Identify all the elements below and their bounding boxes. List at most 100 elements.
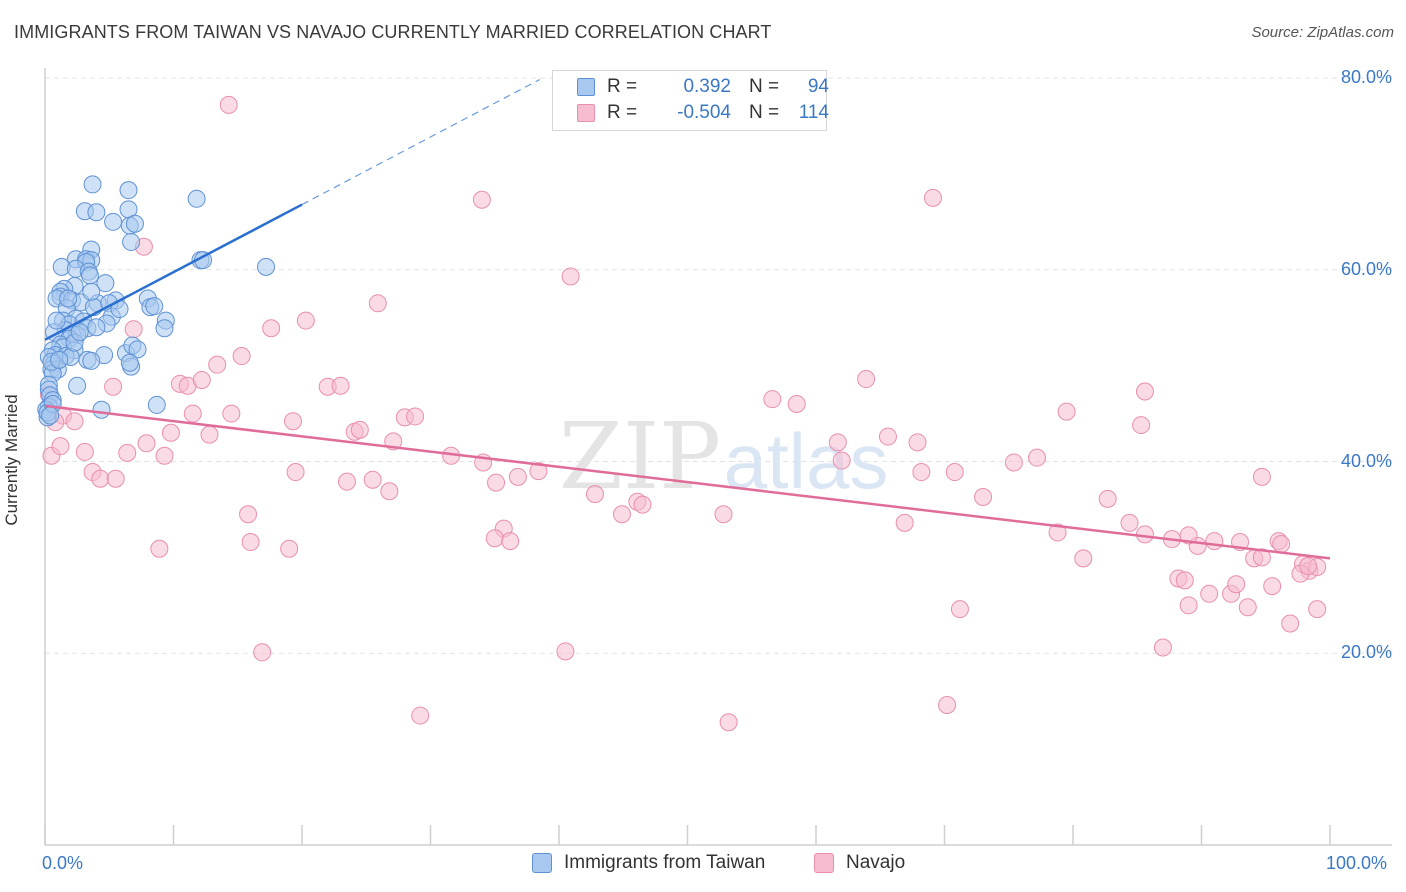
navajo-point (106, 469, 125, 488)
navajo-point (200, 425, 219, 444)
navajo-point (124, 320, 143, 339)
taiwan-point (80, 266, 99, 285)
navajo-point (262, 319, 281, 338)
navajo-point (1200, 584, 1219, 603)
navajo-point (1205, 532, 1224, 551)
navajo-point (65, 412, 84, 431)
x-tick-label-min: 0.0% (42, 853, 84, 873)
navajo-point (192, 371, 211, 390)
r-value: 0.392 (683, 76, 731, 97)
taiwan-points (37, 175, 276, 427)
navajo-point (1057, 402, 1076, 421)
navajo-point (485, 529, 504, 548)
r-value: -0.504 (677, 102, 731, 123)
navajo-point (104, 377, 123, 396)
navajo-point (895, 513, 914, 532)
navajo-point (908, 433, 927, 452)
taiwan-point (257, 257, 276, 276)
r-label: R = (607, 102, 638, 123)
navajo-point (878, 427, 897, 446)
taiwan-point (50, 350, 69, 369)
navajo-point (561, 267, 580, 286)
taiwan-point (120, 353, 139, 372)
navajo-point (1179, 526, 1198, 545)
legend-item-taiwan[interactable]: Immigrants from Taiwan (532, 852, 765, 874)
navajo-point (296, 311, 315, 330)
navajo-point (1252, 548, 1271, 567)
navajo-point (501, 532, 520, 551)
legend-label-taiwan: Immigrants from Taiwan (564, 852, 766, 873)
navajo-point (368, 294, 387, 313)
stats-row-taiwan: R = 0.392 N = 94 (577, 76, 829, 98)
taiwan-point (104, 212, 123, 231)
navajo-point (406, 407, 425, 426)
taiwan-point (82, 282, 101, 301)
navajo-point (1272, 534, 1291, 553)
navajo-point (1227, 575, 1246, 594)
navajo-point (286, 463, 305, 482)
navajo-point (1004, 453, 1023, 472)
taiwan-point (47, 311, 66, 330)
navajo-point (1135, 525, 1154, 544)
navajo-point (508, 467, 527, 486)
navajo-point (719, 713, 738, 732)
navajo-point (1175, 571, 1194, 590)
taiwan-point (41, 406, 60, 425)
y-tick-label: 60.0% (1340, 258, 1392, 279)
navajo-point (161, 423, 180, 442)
navajo-point (1263, 577, 1282, 596)
navajo-point (380, 482, 399, 501)
navajo-point (411, 706, 430, 725)
navajo-trend-line (44, 404, 1331, 560)
navajo-point (1120, 513, 1139, 532)
n-label: N = (749, 76, 780, 97)
taiwan-swatch (577, 78, 595, 96)
navajo-point (1028, 448, 1047, 467)
navajo-point (280, 539, 299, 558)
navajo-point (331, 376, 350, 395)
taiwan-point (92, 400, 111, 419)
navajo-point (487, 473, 506, 492)
navajo-point (529, 462, 548, 481)
n-value: 94 (807, 76, 829, 97)
navajo-point (612, 505, 631, 524)
taiwan-point (96, 274, 115, 293)
navajo-point (763, 390, 782, 409)
navajo-point (1098, 489, 1117, 508)
taiwan-point (128, 340, 147, 359)
navajo-point (337, 472, 356, 491)
navajo-point (1048, 523, 1067, 542)
stats-row-navajo: R = -0.504 N = 114 (577, 102, 829, 124)
taiwan-point (187, 189, 206, 208)
stats-legend: R = 0.392 N = 94 R = -0.504 N = 114 (552, 70, 829, 131)
grid-lines (45, 77, 1392, 654)
navajo-point (857, 370, 876, 389)
navajo-point (91, 469, 110, 488)
navajo-point (912, 463, 931, 482)
navajo-point (1153, 638, 1172, 657)
watermark-zip: ZIP (559, 403, 721, 510)
taiwan-point (87, 318, 106, 337)
taiwan-swatch (532, 853, 552, 873)
taiwan-point (83, 175, 102, 194)
navajo-point (150, 539, 169, 558)
r-label: R = (607, 76, 638, 97)
navajo-point (472, 190, 491, 209)
navajo-point (219, 95, 238, 114)
legend-label-navajo: Navajo (846, 852, 906, 873)
navajo-point (284, 412, 303, 431)
trend-lines (44, 78, 1331, 560)
navajo-point (1238, 598, 1257, 617)
watermark-atlas: atlas (724, 417, 889, 505)
navajo-point (1074, 549, 1093, 568)
taiwan-point (119, 181, 138, 200)
chart-title: IMMIGRANTS FROM TAIWAN VS NAVAJO CURRENT… (14, 22, 772, 42)
navajo-point (1135, 382, 1154, 401)
navajo-point (923, 188, 942, 207)
navajo-point (950, 600, 969, 619)
navajo-point (350, 420, 369, 439)
navajo-point (938, 696, 957, 715)
y-axis-label: Currently Married (2, 394, 21, 526)
y-tick-label: 20.0% (1340, 642, 1392, 663)
legend-item-navajo[interactable]: Navajo (814, 852, 905, 874)
